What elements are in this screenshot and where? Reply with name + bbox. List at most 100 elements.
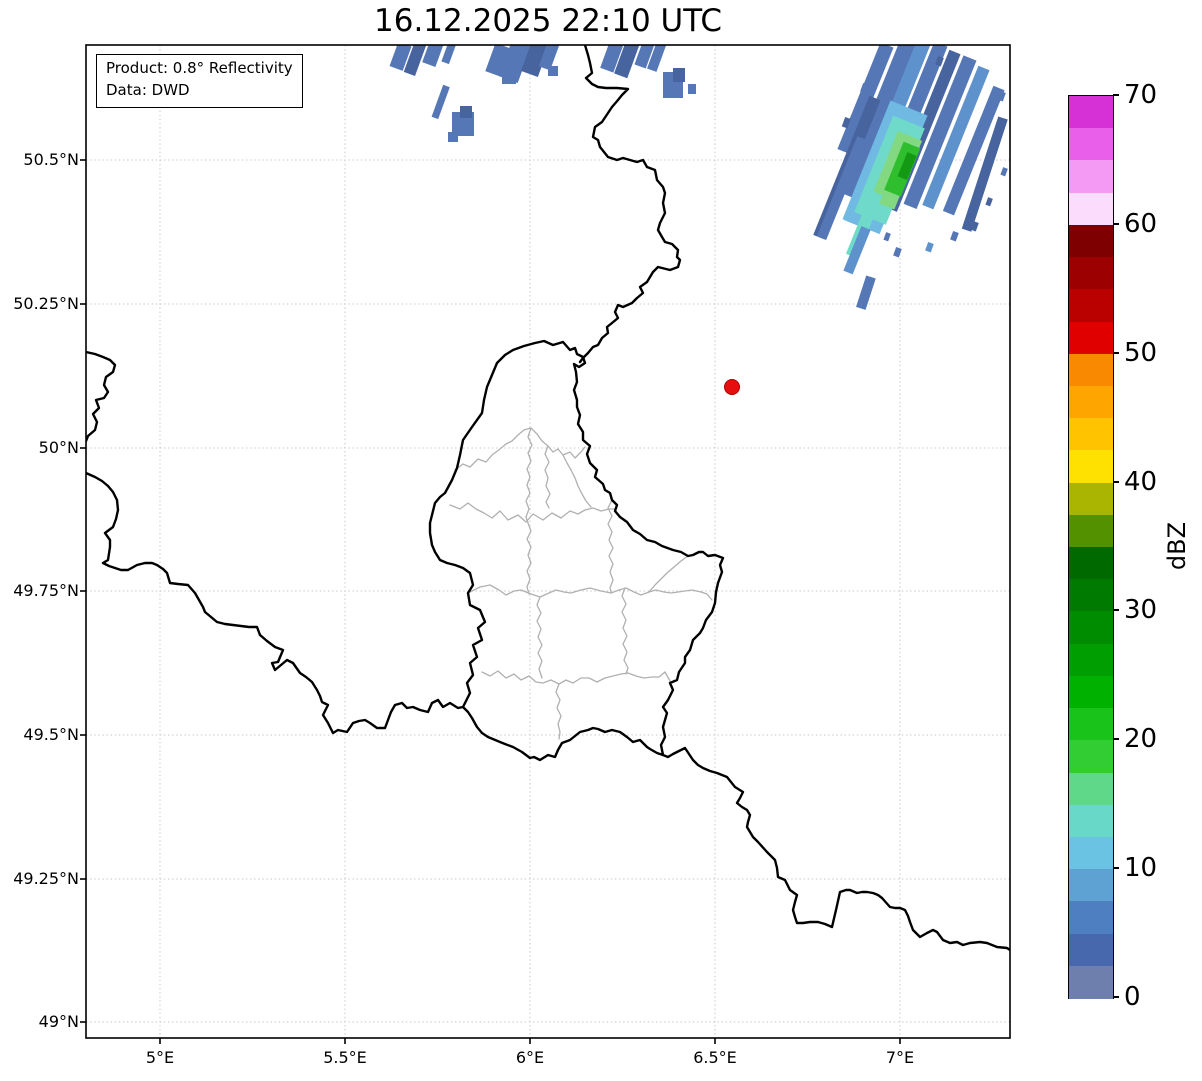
colorbar-segment [1069, 579, 1113, 613]
colorbar-axis-label: dBZ [1163, 521, 1191, 571]
echo-cell [600, 45, 624, 73]
colorbar-segment [1069, 96, 1113, 129]
product-annotation-box: Product: 0.8° Reflectivity Data: DWD [96, 54, 303, 108]
colorbar-tick-label: 50 [1124, 337, 1158, 368]
echo-cell [897, 152, 917, 180]
colorbar-segment [1069, 192, 1113, 226]
colorbar-tick [1113, 738, 1119, 741]
echo-cell [1000, 167, 1008, 177]
colorbar-segment [1069, 547, 1113, 580]
colorbar-segment [1069, 611, 1113, 645]
colorbar-segment [1069, 740, 1113, 774]
echo-cell [922, 65, 990, 210]
axis-ticks [80, 159, 901, 1044]
colorbar-segment [1069, 289, 1113, 323]
echo-cell [860, 82, 869, 94]
x-tick-label: 5.5°E [323, 1048, 367, 1067]
colorbar-tick [1113, 222, 1119, 225]
colorbar-segment [1069, 708, 1113, 741]
colorbar-segment [1069, 418, 1113, 451]
echo-cell [848, 166, 857, 178]
canton-border [449, 502, 616, 523]
colorbar-tick [1113, 94, 1119, 96]
echo-cell [903, 55, 977, 209]
colorbar-segment [1069, 933, 1113, 967]
colorbar-segment [1069, 804, 1113, 838]
plot-frame [85, 44, 1011, 1039]
colorbar-segment [1069, 836, 1113, 870]
echo-cell [403, 45, 427, 77]
colorbar-tick-label: 30 [1124, 595, 1158, 626]
radar-echoes [389, 45, 1008, 310]
echo-cell [985, 197, 993, 207]
canton-border [555, 683, 562, 740]
echo-cell [485, 45, 513, 78]
echo-cell [614, 45, 640, 79]
national-borders [86, 45, 1010, 952]
canton-border [607, 499, 614, 593]
echo-cell [883, 232, 891, 242]
colorbar-tick [1113, 480, 1119, 483]
colorbar-tick-label: 20 [1124, 724, 1158, 755]
echo-cell [448, 132, 458, 142]
colorbar-segment [1069, 965, 1113, 999]
y-tick-label: 49.5°N [23, 725, 79, 744]
colorbar-segment [1069, 514, 1113, 548]
colorbar-tick-label: 60 [1124, 208, 1158, 239]
echo-cell [520, 45, 550, 78]
colorbar-segment [1069, 128, 1113, 162]
colorbar-segment [1069, 257, 1113, 290]
echo-cell [856, 275, 876, 310]
echo-cell [688, 84, 696, 94]
echo-cell [389, 45, 412, 71]
canton-border [469, 584, 713, 601]
echo-cell [634, 45, 655, 69]
canton-border [454, 427, 586, 471]
y-tick-label: 49.25°N [13, 869, 79, 888]
echo-cell [843, 226, 871, 275]
colorbar-segment [1069, 450, 1113, 484]
canton-border [481, 670, 671, 685]
x-tick-label: 5°E [145, 1048, 175, 1067]
canton-border [526, 522, 532, 595]
echo-cell [460, 106, 472, 118]
y-tick-label: 50°N [38, 438, 79, 457]
colorbar-tick [1113, 351, 1119, 354]
canton-border [536, 596, 543, 679]
colorbar-tick-label: 10 [1124, 853, 1158, 884]
colorbar-segment [1069, 353, 1113, 387]
echo-cell [997, 90, 1006, 102]
echo-cell [961, 116, 1008, 232]
colorbar-segment [1069, 321, 1113, 355]
colorbar [1068, 95, 1114, 999]
canton-border [648, 555, 689, 593]
colorbar-segment [1069, 869, 1113, 902]
y-tick-label: 50.25°N [13, 294, 79, 313]
canton-border [525, 427, 533, 524]
colorbar-tick-label: 40 [1124, 466, 1158, 497]
echo-cell [942, 85, 1005, 216]
echo-cell [935, 55, 944, 67]
y-tick-label: 49°N [38, 1012, 79, 1031]
radar-site-marker [724, 379, 740, 395]
y-tick-label: 50.5°N [23, 150, 79, 169]
canton-border [621, 587, 629, 675]
colorbar-segment [1069, 675, 1113, 709]
echo-cell [837, 45, 894, 155]
echo-cell [673, 68, 685, 82]
x-tick-label: 6°E [515, 1048, 545, 1067]
colorbar-segment [1069, 160, 1113, 194]
luxembourg-canton-borders [449, 427, 713, 740]
colorbar-tick-label: 70 [1124, 80, 1158, 110]
echo-cell [502, 68, 516, 84]
colorbar-segment [1069, 482, 1113, 516]
y-tick-label: 49.75°N [13, 581, 79, 600]
echo-cell [422, 45, 444, 67]
echo-cell [893, 246, 902, 258]
colorbar-tick-label: 0 [1124, 982, 1141, 1012]
echo-cell [841, 116, 851, 129]
figure-title: 16.12.2025 22:10 UTC [374, 3, 722, 39]
canton-border [562, 454, 592, 508]
